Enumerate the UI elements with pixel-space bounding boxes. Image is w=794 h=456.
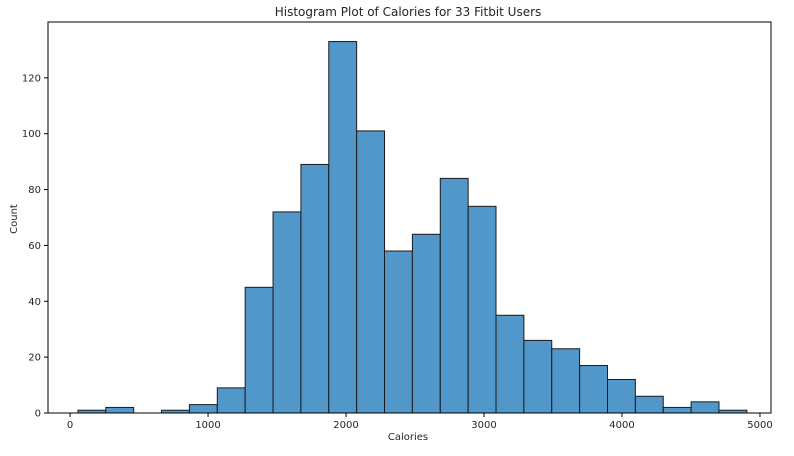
- histogram-bar: [439, 177, 469, 414]
- y-axis-ticks: 0 20 40 60 80 100 120: [22, 73, 48, 420]
- histogram-bar: [467, 205, 497, 414]
- x-tick-label: 4000: [609, 420, 634, 431]
- histogram-bar: [244, 286, 274, 414]
- y-tick-label: 20: [28, 353, 41, 364]
- histogram-bar: [356, 130, 386, 414]
- histogram-bar: [606, 378, 636, 414]
- x-tick-label: 5000: [747, 420, 772, 431]
- x-tick-label: 3000: [471, 420, 496, 431]
- x-tick-label: 1000: [195, 420, 220, 431]
- chart-title: Histogram Plot of Calories for 33 Fitbit…: [275, 5, 542, 19]
- histogram-bar: [411, 233, 441, 414]
- histogram-bar: [105, 406, 135, 414]
- histogram-bar: [188, 404, 218, 414]
- histogram-bar: [662, 406, 692, 414]
- histogram-bar: [272, 211, 302, 414]
- y-axis-label: Count: [9, 204, 20, 234]
- histogram-bar: [634, 395, 664, 414]
- histogram-bar: [328, 41, 358, 414]
- x-axis-label: Calories: [388, 432, 428, 443]
- plot-frame: [47, 21, 772, 414]
- y-tick-label: 60: [28, 241, 41, 252]
- histogram-bar: [216, 387, 246, 414]
- y-tick-label: 80: [28, 185, 41, 196]
- x-axis-ticks: 0 1000 2000 3000 4000 5000: [67, 413, 773, 431]
- histogram-bar: [690, 401, 720, 414]
- y-tick-label: 40: [28, 297, 41, 308]
- bars-group: [77, 41, 748, 414]
- histogram-bar: [384, 250, 413, 414]
- x-tick-label: 0: [67, 420, 73, 431]
- histogram-bar: [523, 339, 553, 414]
- histogram-bar: [551, 348, 581, 414]
- histogram-bar: [579, 365, 608, 414]
- histogram-bar: [495, 314, 525, 414]
- y-tick-label: 100: [22, 129, 41, 140]
- histogram-bar: [300, 163, 330, 414]
- y-tick-label: 0: [35, 409, 41, 420]
- y-tick-label: 120: [22, 73, 41, 84]
- x-tick-label: 2000: [333, 420, 358, 431]
